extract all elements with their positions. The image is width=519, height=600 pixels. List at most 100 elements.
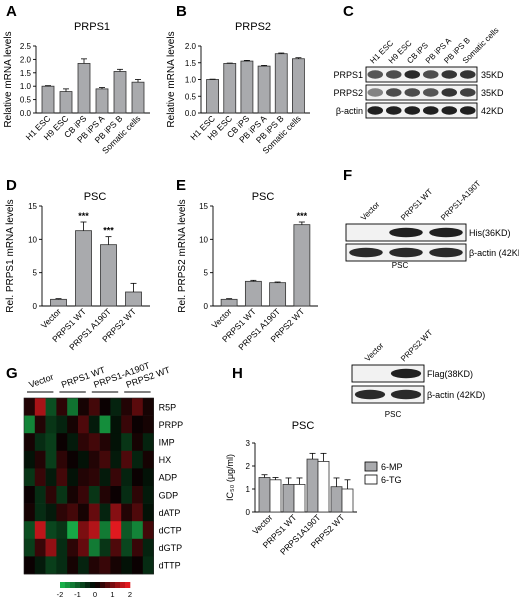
heatmap-cell (24, 468, 36, 487)
heatmap-cell (99, 486, 111, 504)
panel-letter: B (176, 3, 187, 20)
heatmap-cell (78, 415, 90, 434)
heatmap-row-label: PRPP (159, 420, 184, 430)
color-scale-segment (60, 582, 66, 588)
y-tick-label: 2 (246, 462, 251, 471)
heatmap-cell (24, 433, 36, 452)
blot-lane-label: PRPS1-A190T (439, 179, 483, 223)
legend-label: 6-TG (381, 475, 402, 485)
bar (223, 63, 237, 114)
heatmap-cell (56, 538, 68, 557)
heatmap-cell (45, 433, 57, 452)
legend-label: 6-MP (381, 462, 403, 472)
blot-band (367, 106, 384, 115)
panel-f-western-blots: Vector PRPS1 WT PRPS1-A190T His(36KD) β-acti… (345, 179, 519, 419)
heatmap-cell (34, 433, 46, 452)
heatmap-group-label: Vector (27, 372, 54, 390)
heatmap-frame (23, 397, 154, 575)
heatmap-cell (99, 503, 111, 522)
blot-lane-label: Vector (359, 200, 382, 223)
chart-title: PRPS2 (235, 21, 271, 33)
panel-letter: A (6, 3, 17, 20)
blot-row-label: His(36KD) (469, 228, 511, 238)
blot-lane-label: PRPS2 WT (399, 328, 434, 363)
blot-row-label: Flag(38KD) (427, 369, 473, 379)
blot-size-label: 35KD (481, 88, 504, 98)
heatmap-cell (132, 538, 144, 557)
heatmap-cell (24, 538, 36, 557)
blot-lane-label: Vector (363, 341, 386, 364)
heatmap-cell (34, 450, 46, 469)
heatmap-cell (88, 398, 100, 416)
blot-band (390, 368, 422, 379)
bar-6-MP (258, 477, 271, 513)
heatmap-cell (34, 468, 46, 487)
blot-band (422, 88, 439, 97)
heatmap-cell (121, 450, 133, 469)
y-tick-label: 15 (28, 202, 37, 211)
panel-letter: F (343, 167, 352, 184)
heatmap-cell (24, 450, 36, 469)
legend-swatch (364, 474, 378, 485)
heatmap-cell (142, 468, 154, 487)
heatmap-cell (24, 556, 36, 575)
y-tick-label: 10 (28, 235, 37, 244)
blot-size-label: 42KD (481, 106, 504, 116)
chart-title: PSC (84, 191, 107, 203)
bar (59, 91, 73, 114)
heatmap-cell (56, 450, 68, 469)
heatmap-cell (121, 486, 133, 504)
bar (100, 244, 117, 307)
color-scale-segment (95, 582, 101, 588)
heatmap-cell (99, 556, 111, 575)
heatmap-cell (67, 398, 79, 416)
heatmap-cell (34, 486, 46, 504)
blot-band (404, 70, 421, 79)
panel-a-prps1-chart: PRPS1 Relative mRNA levels 0.0 0.5 1.0 1.5 2.0… (3, 21, 150, 156)
heatmap-cell (142, 521, 154, 540)
heatmap-cell (45, 486, 57, 504)
heatmap-cell (67, 486, 79, 504)
bar-6-TG (269, 479, 282, 513)
y-axis-label: Rel. PRPS1 mRNA levels (5, 199, 16, 312)
color-scale-segment (80, 582, 86, 588)
panel-letter: G (6, 365, 18, 382)
heatmap-cell (99, 538, 111, 557)
color-scale-label: -2 (57, 590, 64, 599)
heatmap-cell (99, 433, 111, 452)
heatmap-cell (78, 398, 90, 416)
bar-6-TG (293, 483, 306, 513)
heatmap-cell (142, 450, 154, 469)
significance-label: *** (78, 211, 89, 221)
heatmap-cell (24, 398, 36, 416)
bar-6-MP (282, 483, 295, 513)
heatmap-cell (132, 433, 144, 452)
heatmap-cell (78, 538, 90, 557)
heatmap-cell (99, 415, 111, 434)
heatmap-cell (34, 556, 46, 575)
heatmap-cell (56, 468, 68, 487)
blot-band (367, 88, 384, 97)
y-tick-label: 2.0 (20, 55, 32, 64)
heatmap-cell (142, 398, 154, 416)
heatmap-cell (88, 468, 100, 487)
heatmap-cell (142, 538, 154, 557)
heatmap-cell (45, 503, 57, 522)
blot-band (390, 389, 422, 400)
heatmap-cell (56, 521, 68, 540)
y-tick-label: 2.5 (20, 42, 32, 51)
bar (75, 230, 92, 307)
bar (240, 60, 254, 114)
bar (113, 71, 127, 114)
blot-row-label: β-actin (336, 106, 363, 116)
color-scale-segment (100, 582, 106, 588)
y-tick-label: 5 (33, 269, 38, 278)
blot-caption: PSC (392, 261, 409, 270)
heatmap-cell (121, 521, 133, 540)
bar (50, 298, 67, 307)
heatmap-cell (121, 468, 133, 487)
blot-band (385, 70, 402, 79)
heatmap-cell (56, 415, 68, 434)
y-axis-label: Relative mRNA levels (3, 31, 14, 127)
